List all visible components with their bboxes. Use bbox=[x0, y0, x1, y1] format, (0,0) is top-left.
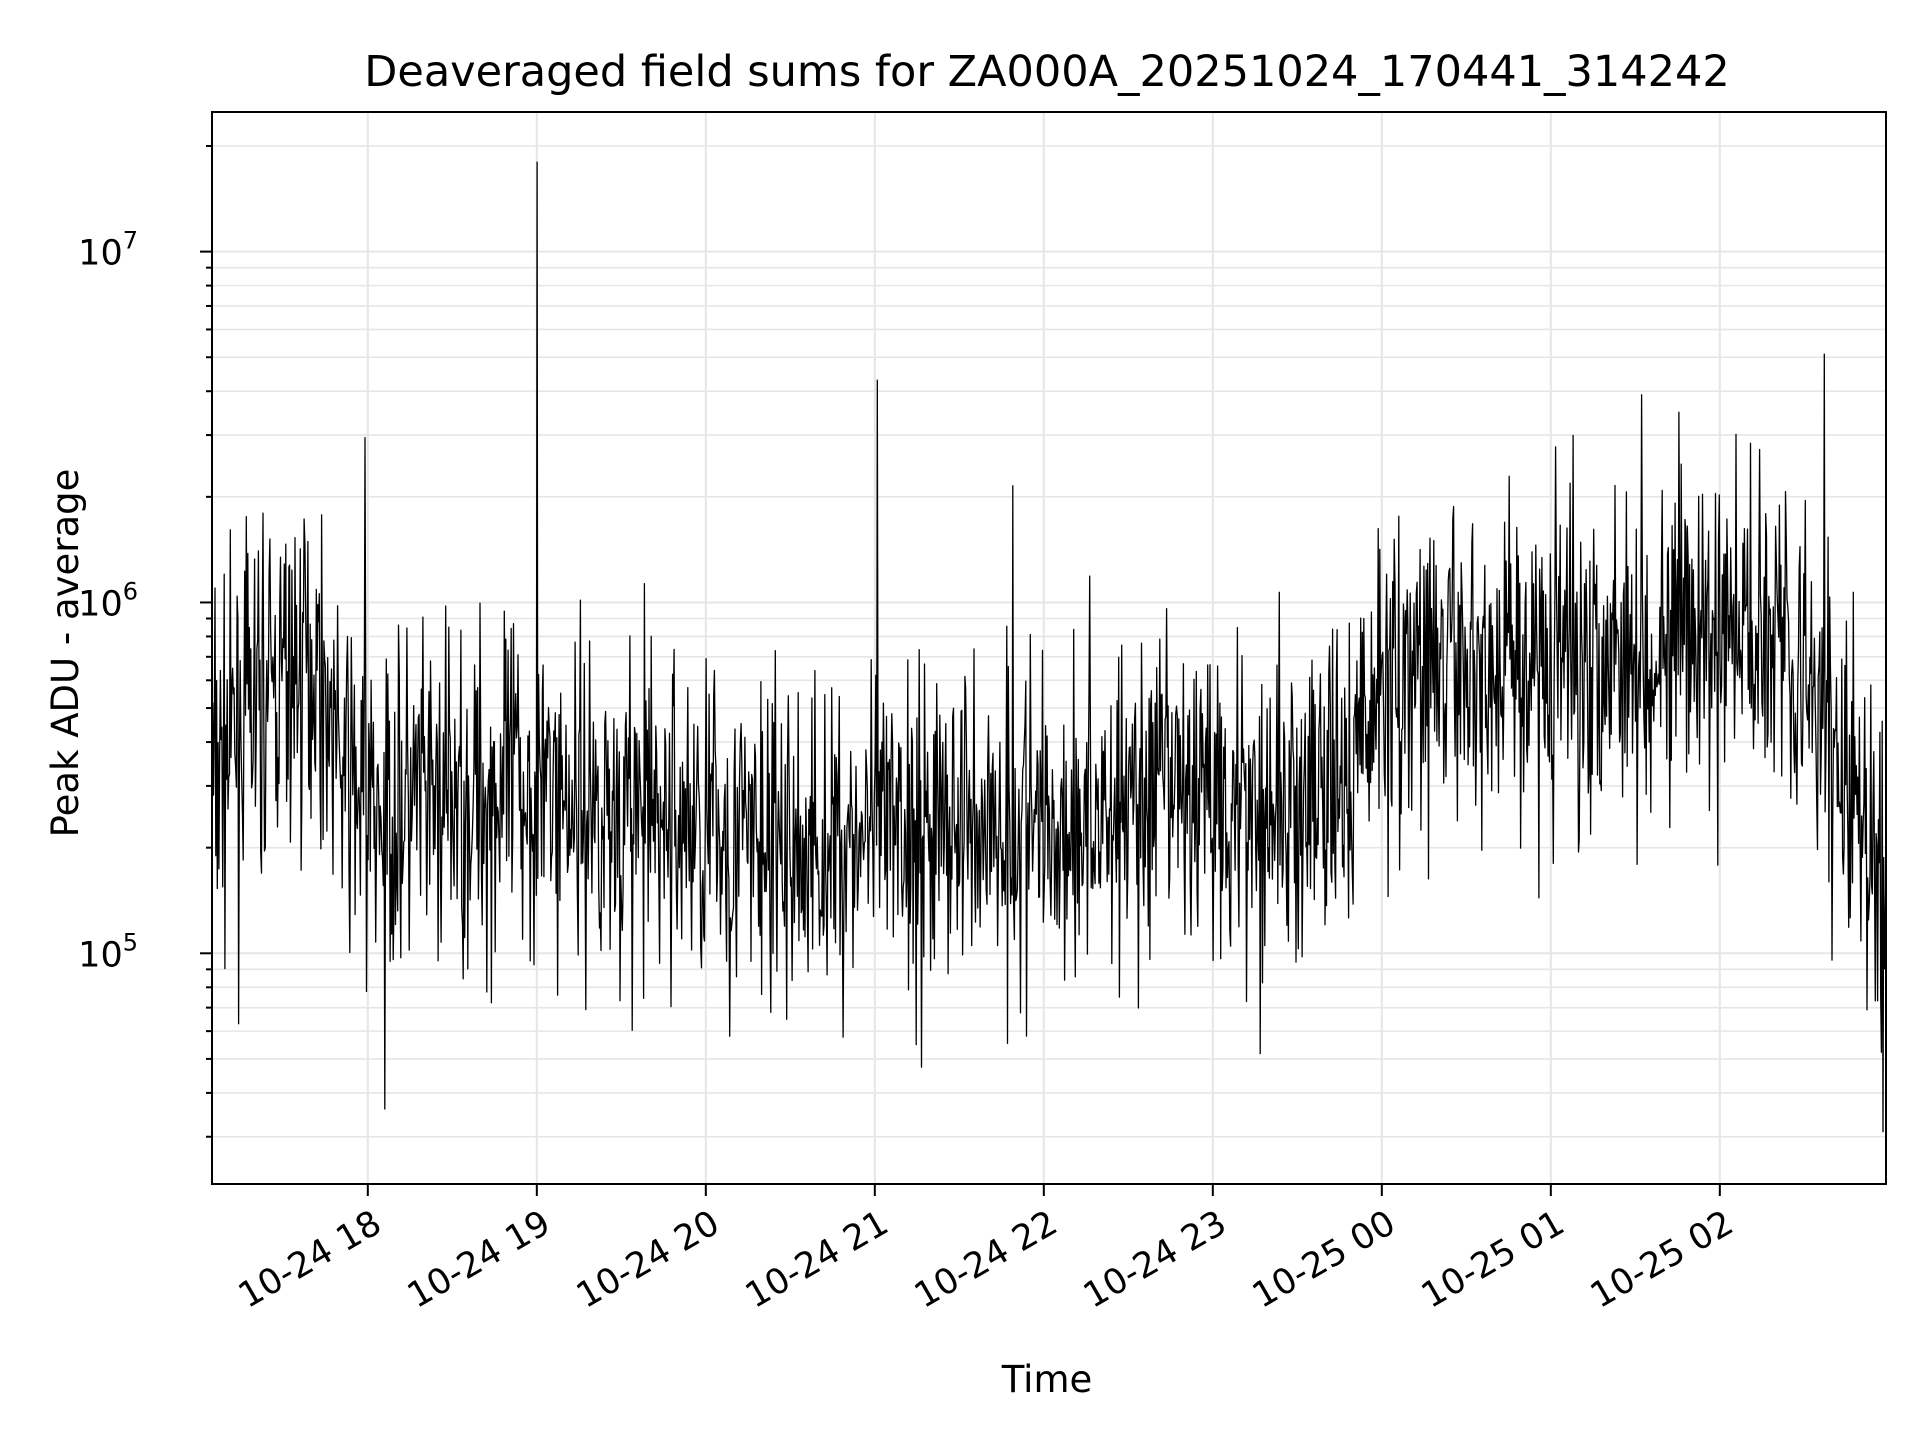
plot-frame bbox=[211, 111, 1887, 1185]
y-tick-label: 105 bbox=[78, 928, 138, 975]
plot-area bbox=[211, 161, 1887, 1133]
y-tick-label: 107 bbox=[78, 227, 138, 274]
series-line bbox=[211, 161, 1887, 1133]
x-axis-label: Time bbox=[1001, 1358, 1093, 1401]
y-tick-label: 106 bbox=[78, 577, 138, 624]
y-axis-label: Peak ADU - average bbox=[44, 469, 87, 838]
chart-title: Deaveraged field sums for ZA000A_2025102… bbox=[364, 47, 1729, 97]
